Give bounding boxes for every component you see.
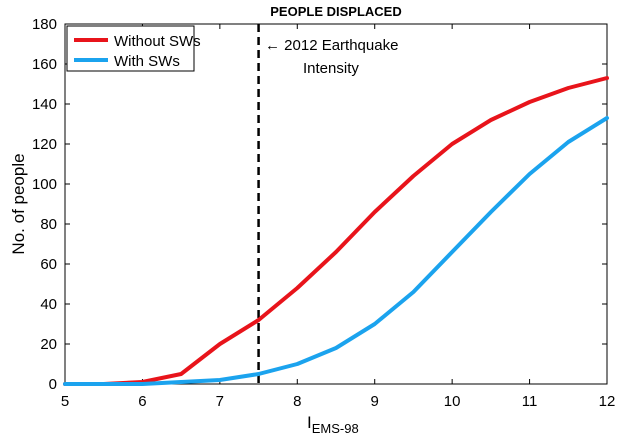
y-tick-label: 20 [40,336,57,353]
legend: Without SWs With SWs [66,25,201,72]
y-tick-label: 160 [32,56,57,73]
series-line-with-sws [63,116,609,386]
y-tick-label: 0 [49,376,57,393]
x-tick-label: 7 [216,393,224,410]
x-axis-label: IEMS-98 [307,413,359,436]
x-tick-label: 9 [371,393,379,410]
x-tick-label: 12 [599,393,616,410]
annotation-line1: ← 2012 Earthquake [265,37,398,54]
x-tick-label: 5 [61,393,69,410]
chart-title: PEOPLE DISPLACED [270,4,401,19]
legend-label-with-sws: With SWs [114,53,180,70]
x-axis-label-main: I [307,413,312,432]
legend-label-without-sws: Without SWs [114,33,201,50]
x-tick-label: 11 [522,393,538,410]
x-tick-label: 6 [138,393,146,410]
y-tick-label: 60 [40,256,57,273]
x-tick-label: 10 [444,393,461,410]
x-axis-label-sub: EMS-98 [312,421,359,436]
y-tick-label: 80 [40,216,57,233]
annotation-line2: Intensity [303,60,359,77]
plot-frame [64,23,608,385]
x-tick-label: 8 [293,393,301,410]
series-line-without-sws [63,76,609,386]
y-axis: 0 20 40 60 80 100 120 140 160 180 [32,16,607,393]
y-tick-label: 180 [32,16,57,33]
legend-box [66,25,195,72]
y-tick-label: 120 [32,136,57,153]
x-axis: 5 6 7 8 9 10 11 12 [61,24,616,410]
y-tick-label: 140 [32,96,57,113]
y-tick-label: 100 [32,176,57,193]
y-axis-label: No. of people [9,153,28,254]
y-tick-label: 40 [40,296,57,313]
